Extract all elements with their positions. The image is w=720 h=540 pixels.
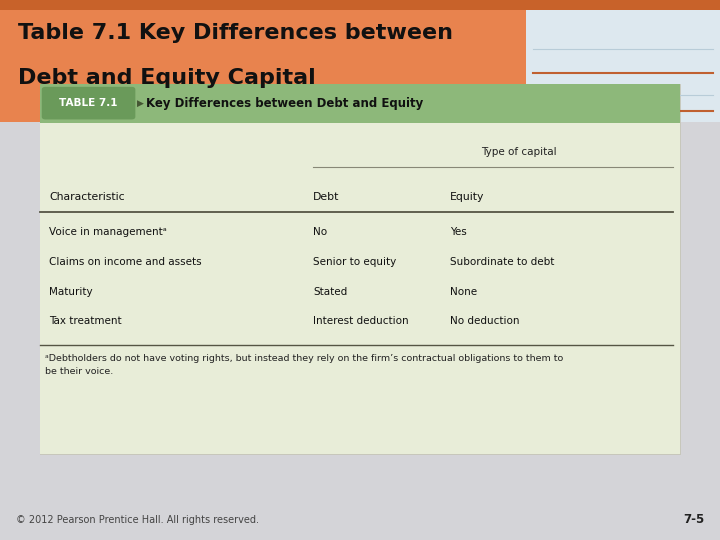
Text: Table 7.1 Key Differences between: Table 7.1 Key Differences between [18,23,453,43]
Bar [0,10,526,122]
Text: Type of capital: Type of capital [480,147,557,157]
Text: Debt: Debt [313,192,340,201]
Bar [0,500,720,540]
Bar [40,84,680,454]
Text: © 2012 Pearson Prentice Hall. All rights reserved.: © 2012 Pearson Prentice Hall. All rights… [16,515,259,525]
Text: Tax treatment: Tax treatment [49,316,122,326]
Text: No deduction: No deduction [450,316,520,326]
Bar [40,84,680,123]
Text: Stated: Stated [313,287,348,296]
FancyBboxPatch shape [42,87,135,119]
Text: Key Differences between Debt and Equity: Key Differences between Debt and Equity [146,97,423,110]
Text: Interest deduction: Interest deduction [313,316,409,326]
Text: TABLE 7.1: TABLE 7.1 [59,98,118,108]
Text: Subordinate to debt: Subordinate to debt [450,257,554,267]
Text: 7-5: 7-5 [683,513,704,526]
Bar [0,0,720,122]
Text: ᵃDebtholders do not have voting rights, but instead they rely on the firm’s cont: ᵃDebtholders do not have voting rights, … [45,354,564,376]
Bar [526,10,720,122]
Text: None: None [450,287,477,296]
Text: Claims on income and assets: Claims on income and assets [49,257,202,267]
Text: Debt and Equity Capital: Debt and Equity Capital [18,68,316,88]
Text: ▶: ▶ [137,99,144,107]
Text: Characteristic: Characteristic [49,192,125,201]
Bar [0,0,720,10]
Bar [0,122,720,500]
Bar [40,123,680,454]
Bar [0,10,526,122]
Text: Maturity: Maturity [49,287,93,296]
Text: Yes: Yes [450,227,467,237]
Text: Senior to equity: Senior to equity [313,257,397,267]
Text: Equity: Equity [450,192,485,201]
Text: Voice in managementᵃ: Voice in managementᵃ [49,227,167,237]
Text: No: No [313,227,328,237]
